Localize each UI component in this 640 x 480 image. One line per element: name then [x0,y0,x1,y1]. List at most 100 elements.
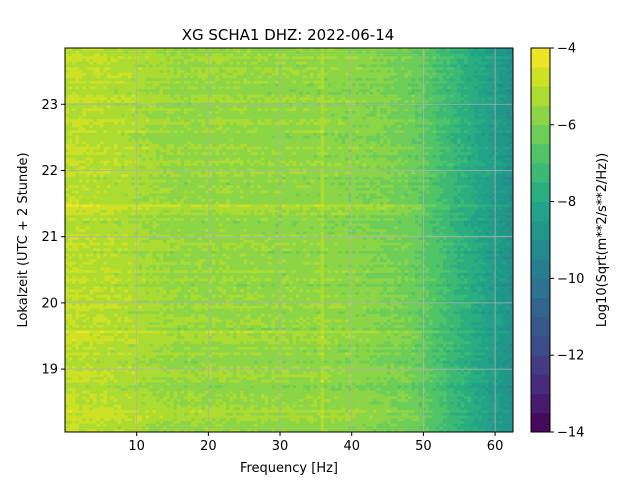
heatmap-cell [418,94,423,98]
heatmap-cell [338,64,342,68]
heatmap-cell [394,48,398,52]
heatmap-cell [376,116,381,120]
heatmap-cell [327,53,332,57]
heatmap-cell [222,113,227,117]
heatmap-cell [240,67,244,71]
heatmap-cell [117,127,122,131]
heatmap-cell [422,152,426,156]
heatmap-cell [257,80,262,85]
heatmap-cell [345,78,349,82]
heatmap-cell [506,124,510,128]
heatmap-cell [488,91,493,96]
heatmap-cell [264,91,269,96]
heatmap-cell [243,78,248,82]
heatmap-cell [159,83,164,87]
heatmap-cell [387,111,391,115]
heatmap-cell [408,69,412,74]
heatmap-cell [233,94,237,98]
heatmap-cell [411,80,416,85]
heatmap-cell [184,91,188,96]
heatmap-cell [341,133,346,137]
heatmap-cell [457,113,461,117]
heatmap-cell [334,78,339,82]
heatmap-cell [159,61,164,65]
heatmap-cell [317,127,321,131]
heatmap-cell [415,100,419,104]
heatmap-cell [429,113,433,117]
heatmap-cell [229,100,234,104]
heatmap-cell [282,83,286,87]
heatmap-cell [289,67,293,71]
heatmap-cell [149,48,153,52]
heatmap-cell [68,130,73,134]
heatmap-cell [103,94,108,98]
heatmap-cell [415,146,419,150]
heatmap-cell [68,127,73,131]
heatmap-cell [303,152,307,156]
heatmap-cell [306,86,311,90]
heatmap-cell [478,67,482,71]
heatmap-cell [68,61,73,65]
heatmap-cell [404,119,409,123]
heatmap-cell [320,78,325,82]
heatmap-cell [457,111,461,115]
heatmap-cell [65,72,69,76]
heatmap-cell [173,50,178,54]
heatmap-cell [366,56,370,60]
heatmap-cell [446,152,451,156]
heatmap-cell [338,61,342,65]
heatmap-cell [411,48,416,52]
heatmap-cell [457,58,461,63]
heatmap-cell [299,119,304,123]
heatmap-cell [138,72,143,76]
heatmap-cell [502,133,507,137]
heatmap-cell [229,105,234,109]
heatmap-cell [394,97,398,101]
heatmap-cell [492,108,496,112]
heatmap-cell [467,111,472,115]
heatmap-cell [331,133,335,137]
heatmap-cell [499,138,503,142]
heatmap-cell [502,141,507,145]
heatmap-cell [114,56,118,60]
heatmap-cell [425,105,430,109]
heatmap-cell [292,86,297,90]
heatmap-cell [327,64,332,68]
heatmap-cell [131,100,136,104]
heatmap-cell [299,72,304,76]
heatmap-cell [327,141,332,145]
heatmap-cell [250,75,255,79]
heatmap-cell [478,149,482,153]
heatmap-cell [296,58,300,63]
heatmap-cell [68,97,73,101]
heatmap-cell [212,97,216,101]
heatmap-cell [117,91,122,96]
heatmap-cell [320,80,325,85]
heatmap-cell [418,89,423,93]
heatmap-cell [425,138,430,142]
heatmap-cell [355,108,360,112]
heatmap-cell [387,69,391,74]
heatmap-cell [205,135,209,139]
heatmap-cell [191,116,195,120]
heatmap-cell [93,86,97,90]
heatmap-cell [411,72,416,76]
heatmap-cell [320,94,325,98]
heatmap-cell [177,72,181,76]
heatmap-cell [366,124,370,128]
heatmap-cell [506,116,510,120]
heatmap-cell [194,141,199,145]
heatmap-cell [110,80,115,85]
heatmap-cell [278,113,283,117]
heatmap-cell [453,75,458,79]
heatmap-cell [215,61,220,65]
heatmap-cell [205,75,209,79]
heatmap-cell [79,75,83,79]
heatmap-cell [278,78,283,82]
heatmap-cell [474,94,479,98]
heatmap-cell [492,100,496,104]
heatmap-cell [404,152,409,156]
heatmap-cell [460,50,465,54]
heatmap-cell [75,146,80,150]
heatmap-cell [222,56,227,60]
